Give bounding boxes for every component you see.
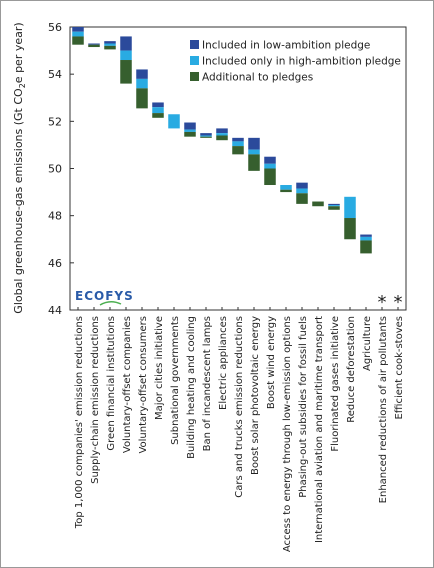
bar-segment [72,27,84,32]
legend-label: Included in low-ambition pledge [202,40,370,52]
y-tick-label: 50 [48,163,62,176]
y-tick-label: 56 [48,21,62,34]
bar-segment [152,113,164,118]
bar-segment [88,44,100,48]
legend-label: Included only in high-ambition pledge [202,56,401,68]
x-tick-label: Electric appliances [218,316,229,410]
bar-segment [216,135,228,141]
y-axis-title: Global greenhouse-gas emissions (Gt CO2e… [12,22,27,313]
x-tick-label: Fluorinated gases initiative [330,316,341,452]
x-tick-label: Enhanced reductions of air pollutants [378,316,389,503]
bar-segment [104,43,116,46]
legend-swatch [190,56,199,65]
legend-swatch [190,72,199,81]
bar-segment [152,102,164,108]
y-tick-label: 52 [48,115,62,128]
x-tick-label: Boost wind energy [266,316,277,409]
x-tick-label: Voluntary-offset companies [122,316,133,453]
logo-swoosh [99,301,122,306]
bar-segment [104,45,116,50]
bar-segment [360,240,372,254]
bar-segment [136,78,148,89]
y-axis-title-part: e per year) [12,22,25,83]
x-tick-label: Agriculture [362,316,373,371]
bar-segment [184,129,196,132]
bar-segment [120,50,132,61]
bar-segment [280,185,292,190]
bar-segment [72,31,84,37]
annotation: * [378,292,387,313]
bar-segment [136,88,148,109]
bar-segment [88,43,100,45]
x-tick-label: International aviation and maritime tran… [314,316,325,543]
bar-segment [232,141,244,147]
logo: ECOFYS [75,289,134,303]
bar-segment [200,135,212,137]
bar-segment [328,205,340,207]
x-tick-label: Reduce deforestation [346,316,357,423]
legend-label: Additional to pledges [202,72,313,84]
bar-segment [344,218,356,240]
bar-segment [296,182,308,189]
bar-segment [216,133,228,136]
bar-segment [264,156,276,164]
bar-segment [328,206,340,210]
legend-swatch [190,40,199,49]
y-tick-label: 44 [48,304,62,317]
y-axis-title-sub: 2 [18,83,27,88]
bar-segment [248,149,260,155]
bar-segment [184,131,196,137]
bar-segment [360,234,372,237]
bar-segment [200,133,212,136]
x-tick-label: Supply-chain emission reductions [90,316,101,484]
bar-segment [232,146,244,155]
bar-segment [120,36,132,51]
bar-segment [248,154,260,171]
x-tick-label: Cars and trucks emission reductions [234,316,245,498]
bar-segment [72,36,84,45]
x-tick-label: Subnational governments [170,316,181,445]
bar-segment [216,128,228,134]
bar-segment [248,137,260,150]
bar-segment [136,69,148,79]
x-tick-label: Ban of incandescent lamps [202,316,213,451]
bar-segment [152,107,164,114]
bar-segment [280,189,292,193]
x-tick-label: Boost solar photovoltaic energy [250,316,261,475]
y-tick-label: 54 [48,68,62,81]
bar-segment [296,188,308,194]
x-tick-label: Building heating and cooling [186,316,197,459]
bar-segment [360,236,372,241]
bar-segment [344,196,356,219]
x-tick-label: Voluntary-offset consumers [138,316,149,454]
bar-segment [312,201,324,207]
x-tick-label: Major cities initiative [154,316,165,420]
annotation: * [394,292,403,313]
bar-segment [264,163,276,169]
x-tick-label: Green financial institutions [106,316,117,451]
x-tick-label: Access to energy through low-emission op… [282,316,293,552]
bar-segment [264,168,276,186]
bar-segment [184,122,196,130]
x-tick-label: Phasing-out subsidies for fossil fuels [298,316,309,498]
y-tick-label: 46 [48,257,62,270]
y-axis-title-part: Global greenhouse-gas emissions (Gt CO [12,88,25,314]
y-tick-label: 48 [48,210,62,223]
bar-segment [232,137,244,142]
bar-segment [104,41,116,44]
bar-segment [296,193,308,204]
bar-segment [120,60,132,84]
bar-segment [200,136,212,138]
x-tick-label: Top 1,000 companies' emission reductions [74,316,85,529]
bar-segment [168,114,180,129]
x-tick-label: Efficient cook-stoves [394,316,405,420]
bar-segment [328,203,340,206]
